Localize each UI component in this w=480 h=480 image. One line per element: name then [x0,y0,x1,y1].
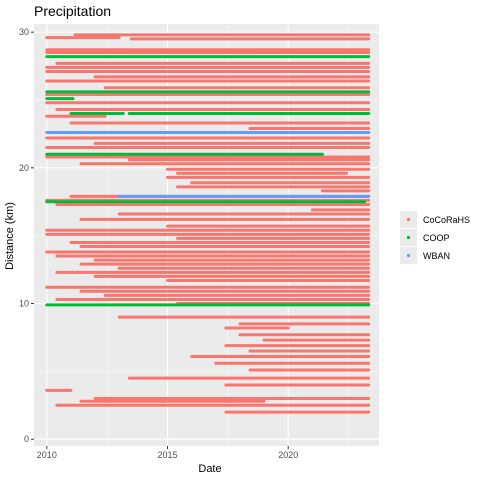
series-wban [45,131,371,198]
legend-item-coop: COOP [400,229,450,246]
legend-item-cocorahs: CoCoRaHS [400,211,470,228]
axes: 2010 2015 2020 0 10 20 30 [19,27,298,460]
legend-symbol [406,235,411,240]
legend-label: CoCoRaHS [423,215,470,225]
x-tick-label: 2015 [158,450,178,460]
legend-symbol [406,253,411,258]
legend-symbol [406,217,411,222]
series-coop [45,55,371,307]
x-tick-label: 2010 [37,450,57,460]
legend: CoCoRaHS COOP WBAN [400,211,470,264]
y-axis-title: Distance (km) [4,202,16,270]
legend-item-wban: WBAN [400,247,450,264]
legend-label: WBAN [423,251,450,261]
y-tick-label: 0 [24,434,29,444]
y-tick-label: 30 [19,27,29,37]
x-axis-title: Date [198,463,221,475]
data-marks [45,33,371,414]
legend-label: COOP [423,233,450,243]
chart-title: Precipitation [34,3,111,19]
y-tick-label: 10 [19,299,29,309]
x-tick-label: 2020 [278,450,298,460]
y-tick-label: 20 [19,163,29,173]
